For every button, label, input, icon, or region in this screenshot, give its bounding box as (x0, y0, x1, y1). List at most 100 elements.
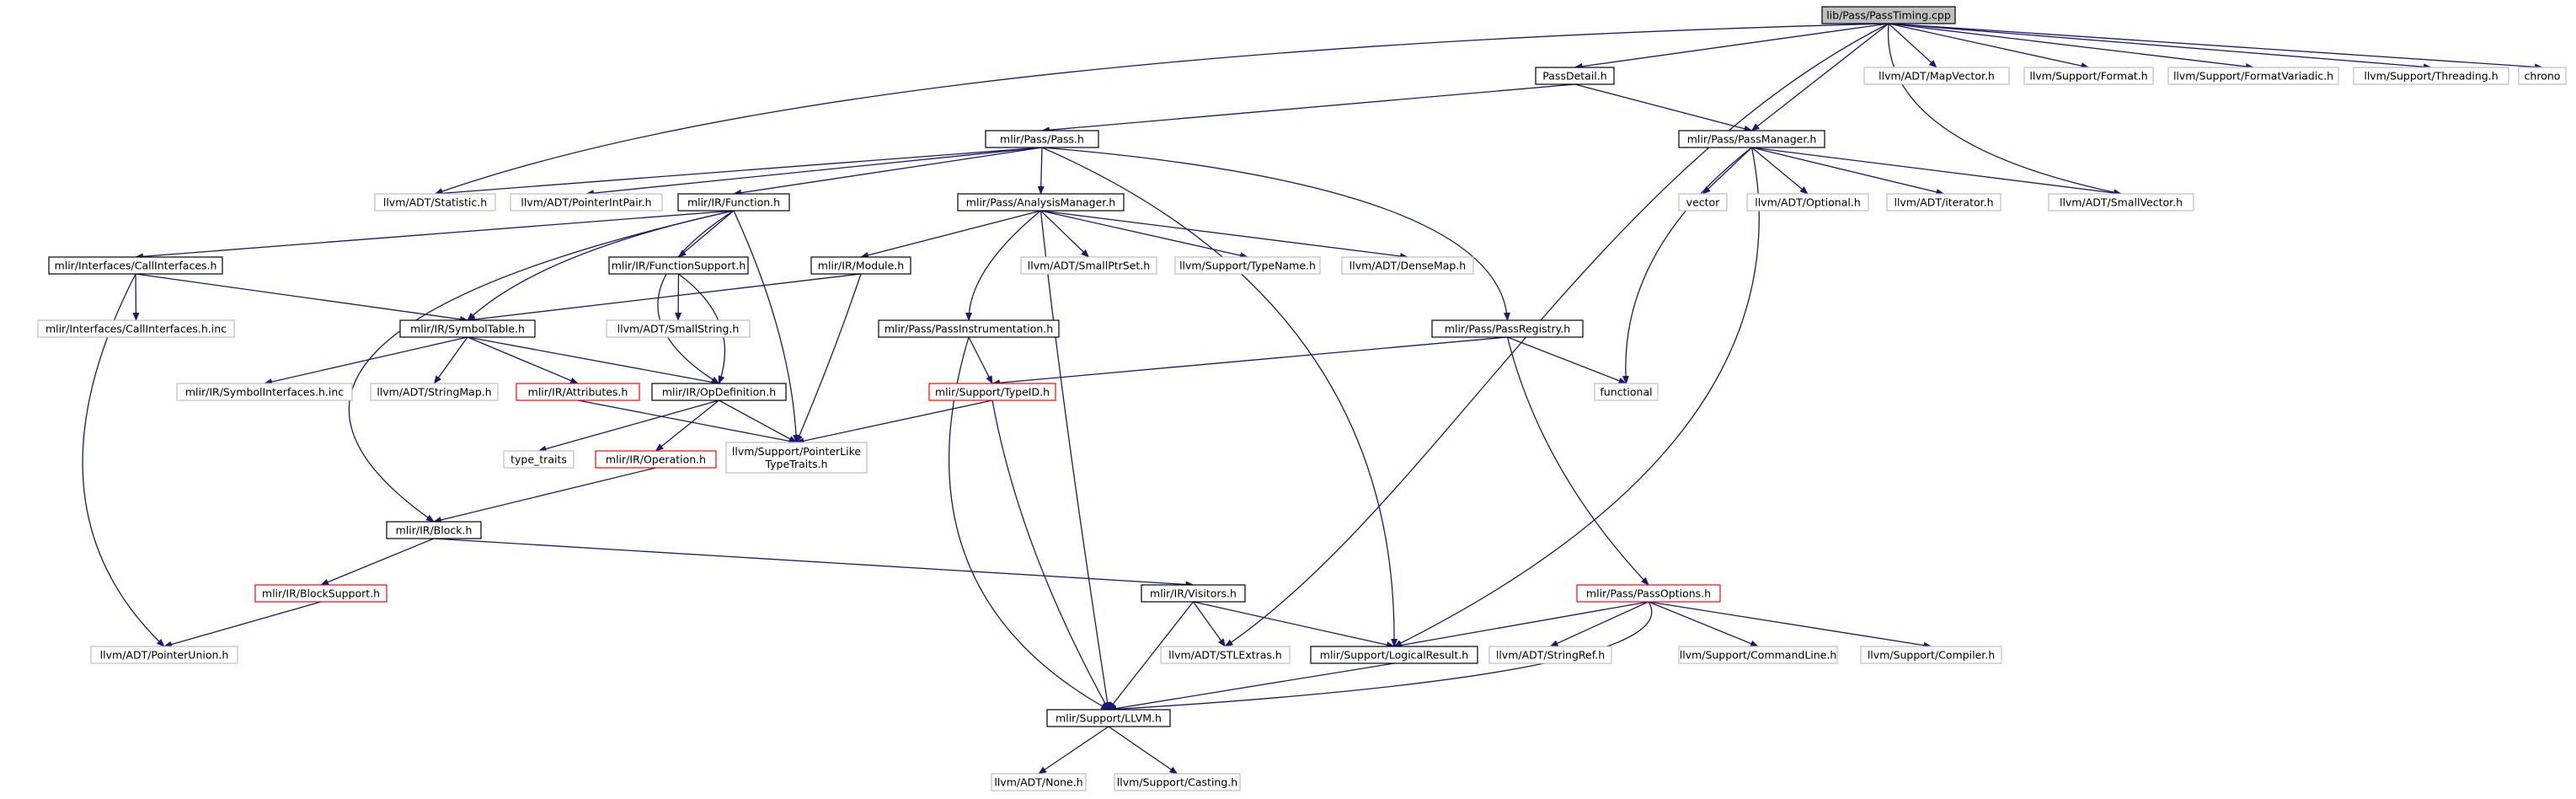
node-box (606, 319, 751, 338)
edge-pass-to-logicalresult (1041, 147, 1398, 647)
node-box (1488, 646, 1612, 664)
edge-analysismanager-to-densemap (1040, 210, 1408, 260)
edge-passmanager-to-logicalresult (1393, 147, 1760, 647)
node-stringmap: llvm/ADT/StringMap.h (370, 383, 499, 401)
node-label: mlir/IR/Operation.h (606, 453, 706, 466)
edge-block-to-blocksupport (320, 538, 435, 586)
node-box (1431, 319, 1584, 338)
node-box (1341, 256, 1474, 275)
edge-passmanager-to-smallvector (1751, 147, 2122, 196)
edge-root-to-statistic (434, 23, 1889, 195)
node-label: mlir/Pass/Pass.h (1000, 133, 1084, 146)
node-label: mlir/IR/Visitors.h (1150, 587, 1237, 600)
edge-opdefinition-to-pointerliketypetraits (719, 400, 798, 443)
node-compiler: llvm/Support/Compiler.h (1860, 646, 2002, 664)
node-passmanager[interactable]: mlir/Pass/PassManager.h (1678, 130, 1825, 148)
node-box (651, 383, 787, 401)
node-attributes[interactable]: mlir/IR/Attributes.h (516, 383, 640, 401)
edge-symboltable-to-opdefinition (467, 336, 720, 386)
node-module[interactable]: mlir/IR/Module.h (810, 256, 911, 275)
node-typename: llvm/Support/TypeName.h (1174, 256, 1321, 275)
edge-root-to-passmanager (1750, 23, 1889, 131)
edge-analysismanager-to-module (860, 210, 1041, 259)
edge-passoptions-to-stringref (1549, 601, 1649, 647)
node-function[interactable]: mlir/IR/Function.h (677, 193, 790, 212)
edge-pass-to-pointerintpair (585, 147, 1043, 197)
node-blocksupport[interactable]: mlir/IR/BlockSupport.h (254, 584, 387, 603)
node-opdefinition[interactable]: mlir/IR/OpDefinition.h (651, 383, 787, 401)
edge-passmanager-to-functional (1622, 147, 1752, 384)
edge-root-to-smallvector (1887, 23, 2122, 196)
node-callinterfaces[interactable]: mlir/Interfaces/CallInterfaces.h (48, 256, 223, 275)
edge-pass-to-passregistry (1041, 147, 1510, 321)
node-passinstrumentation[interactable]: mlir/Pass/PassInstrumentation.h (878, 319, 1060, 338)
node-root[interactable]: lib/Pass/PassTiming.cpp (1821, 6, 1956, 24)
node-label: llvm/Support/Format.h (2029, 70, 2147, 83)
node-block[interactable]: mlir/IR/Block.h (386, 521, 482, 539)
node-formatvariadic: llvm/Support/FormatVariadic.h (2167, 67, 2339, 85)
node-label: llvm/ADT/SmallPtrSet.h (1028, 260, 1150, 272)
node-label: llvm/Support/CommandLine.h (1680, 649, 1837, 662)
node-box (37, 319, 235, 338)
node-stringref: llvm/ADT/StringRef.h (1488, 646, 1612, 664)
node-llvmh[interactable]: mlir/Support/LLVM.h (1046, 709, 1171, 727)
node-box (1174, 256, 1321, 275)
edge-passinstrumentation-to-typeid (968, 336, 993, 384)
edge-passoptions-to-logicalresult (1393, 601, 1649, 649)
edge-pass-to-statistic (434, 147, 1043, 197)
node-label: llvm/ADT/iterator.h (1894, 196, 1993, 209)
node-commandline: llvm/Support/CommandLine.h (1678, 646, 1838, 664)
node-box (991, 773, 1087, 791)
node-smallvector: llvm/ADT/SmallVector.h (2048, 193, 2194, 212)
node-box (1576, 584, 1721, 603)
edge-function-to-opdefinition (657, 210, 735, 384)
edge-function-to-block (348, 210, 735, 523)
node-analysismanager[interactable]: mlir/Pass/AnalysisManager.h (957, 193, 1125, 212)
node-box (1678, 193, 1728, 212)
node-box (503, 450, 575, 469)
node-box (374, 193, 496, 212)
node-box (810, 256, 911, 275)
edge-function-to-functionsupport (677, 210, 735, 258)
node-smallptrset: llvm/ADT/SmallPtrSet.h (1020, 256, 1157, 275)
node-passdetail[interactable]: PassDetail.h (1535, 67, 1615, 85)
edge-root-to-passdetail (1574, 23, 1889, 70)
node-iterator: llvm/ADT/iterator.h (1886, 193, 2001, 212)
node-label: PassDetail.h (1542, 70, 1606, 83)
edge-passoptions-to-compiler (1648, 601, 1932, 649)
node-functionsupport[interactable]: mlir/IR/FunctionSupport.h (608, 256, 749, 275)
node-operation[interactable]: mlir/IR/Operation.h (595, 450, 717, 469)
node-box (510, 193, 663, 212)
edge-passoptions-to-llvmh (1108, 601, 1653, 713)
node-stlextras: llvm/ADT/STLExtras.h (1160, 646, 1291, 664)
node-label: llvm/ADT/PointerUnion.h (100, 649, 229, 662)
node-visitors[interactable]: mlir/IR/Visitors.h (1141, 584, 1246, 603)
node-pass[interactable]: mlir/Pass/Pass.h (985, 130, 1099, 148)
node-label: mlir/IR/Attributes.h (528, 386, 628, 399)
edge-opdefinition-to-typetraits (537, 400, 719, 453)
edge-passmanager-to-vector (1702, 147, 1752, 195)
node-box (176, 383, 353, 401)
node-label: llvm/ADT/DenseMap.h (1349, 260, 1466, 272)
node-passregistry[interactable]: mlir/Pass/PassRegistry.h (1431, 319, 1584, 338)
node-passoptions[interactable]: mlir/Pass/PassOptions.h (1576, 584, 1721, 603)
node-label: mlir/IR/BlockSupport.h (262, 587, 380, 600)
node-box (1863, 67, 2010, 85)
node-label: mlir/Support/TypeID.h (935, 386, 1050, 399)
edge-root-to-mapvector (1888, 23, 1937, 68)
edge-passdetail-to-pass (1041, 83, 1575, 134)
edge-passregistry-to-passoptions (1506, 336, 1649, 586)
node-symboltable[interactable]: mlir/IR/SymbolTable.h (399, 319, 536, 338)
node-label: vector (1686, 196, 1721, 209)
edge-visitors-to-llvmh (1108, 601, 1194, 711)
edge-llvmh-to-none (1038, 726, 1109, 775)
edge-function-to-pointerliketypetraits (733, 210, 800, 443)
node-label: llvm/ADT/StringMap.h (377, 386, 491, 399)
node-logicalresult[interactable]: mlir/Support/LogicalResult.h (1310, 646, 1478, 664)
node-typetraits: type_traits (503, 450, 575, 469)
edge-callinterfaces-to-symboltable (135, 273, 468, 323)
node-label: llvm/Support/TypeName.h (1179, 260, 1316, 272)
edge-blocksupport-to-pointerunion (163, 601, 322, 648)
node-typeid[interactable]: mlir/Support/TypeID.h (928, 383, 1056, 401)
